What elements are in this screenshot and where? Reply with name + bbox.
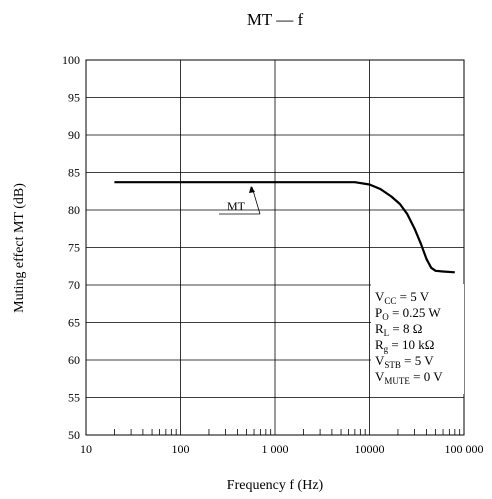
plot-frame [85,59,465,436]
y-tick-label: 60 [68,353,80,367]
x-tick-label: 100 000 [445,442,484,456]
x-tick-label: 1 000 [262,442,289,456]
y-tick-label: 50 [68,428,80,442]
condition-line: VCC = 5 V [375,289,430,306]
label-arrow [249,186,255,193]
series [114,181,455,274]
condition-line: PO = 0.25 W [375,305,441,322]
y-tick-label: 80 [68,203,80,217]
condition-line: VSTB = 5 V [375,353,434,370]
x-tick-label: 10000 [355,442,385,456]
condition-line: VMUTE = 0 V [375,369,443,386]
condition-line: Rg = 10 kΩ [375,337,434,354]
y-tick-label: 55 [68,391,80,405]
annotations: MT VCC = 5 VPO = 0.25 WRL = 8 ΩRg = 10 kΩ… [219,186,464,394]
conditions-box [371,284,464,394]
x-tick-label: 10 [80,442,92,456]
series-label-mt: MT [227,199,246,213]
y-tick-label: 65 [68,316,80,330]
y-axis-label: Muting effect MT (dB) [12,183,27,313]
y-tick-label: 95 [68,91,80,105]
series-line-mt [114,181,455,274]
y-tick-label: 100 [62,53,80,67]
condition-line: RL = 8 Ω [375,321,422,338]
y-tick-label: 85 [68,166,80,180]
x-axis-label: Frequency f (Hz) [227,478,324,493]
y-tick-label: 70 [68,278,80,292]
grid [85,59,465,436]
chart-title: MT — f [247,10,304,29]
y-tick-label: 75 [68,241,80,255]
y-tick-label: 90 [68,128,80,142]
ticks: 50 55 60 65 70 75 80 85 90 95 100 10 100 1 000 10000 10… [62,53,484,456]
x-tick-label: 100 [172,442,190,456]
